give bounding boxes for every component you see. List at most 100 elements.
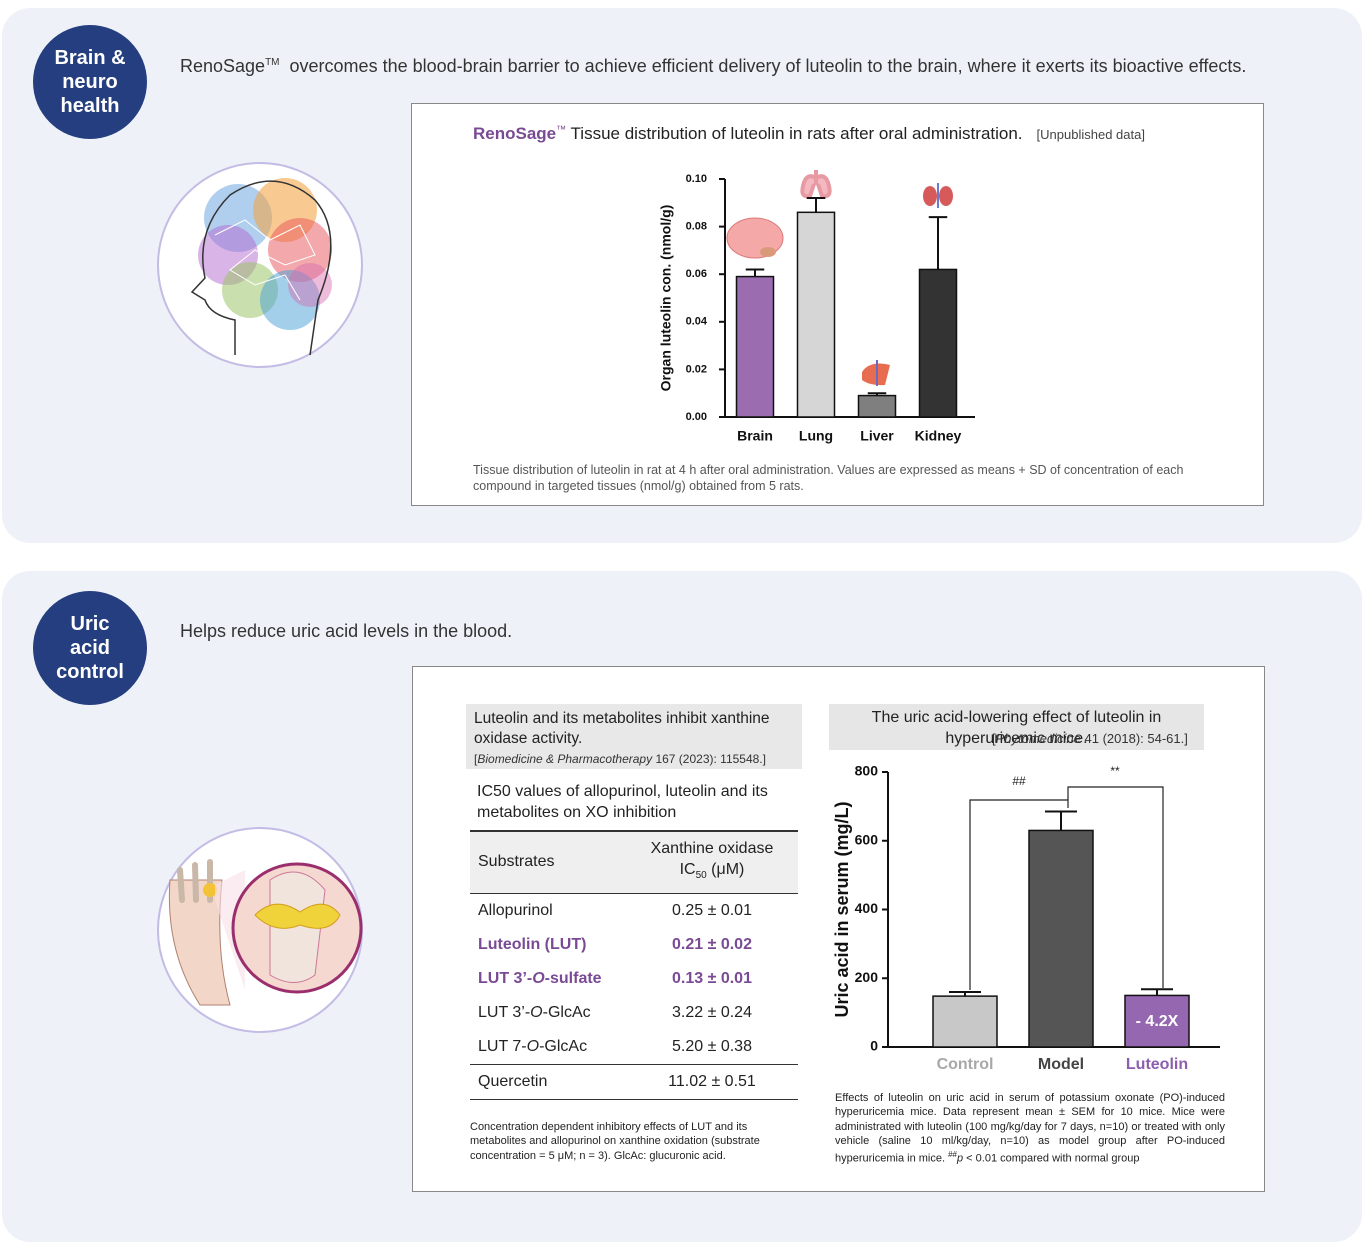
table-row: Quercetin 11.02 ± 0.51: [470, 1064, 798, 1099]
foot-illustration: [157, 827, 363, 1033]
header-part: Xanthine oxidase: [650, 840, 774, 858]
table-row: Luteolin (LUT) 0.21 ± 0.02: [470, 928, 798, 962]
ic50-cell: 3.22 ± 0.24: [672, 1003, 752, 1021]
table-row: LUT 7-O-GlcAc 5.20 ± 0.38: [470, 1030, 798, 1065]
y-tick-label: 800: [855, 763, 879, 779]
caption: Tissue distribution of luteolin in rat a…: [473, 463, 1184, 493]
error-bar: [928, 216, 948, 270]
bracket: [969, 799, 1069, 990]
ic50-cell: 0.25 ± 0.01: [672, 901, 752, 919]
y-tick-label: 600: [855, 831, 879, 847]
substrate-part: -GlcAc: [539, 1037, 588, 1055]
title-text: Tissue distribution of luteolin in rats …: [566, 124, 1023, 143]
badge: Uric acid control: [33, 591, 147, 705]
error-bar: [867, 392, 887, 396]
y-tick-label: 0.04: [686, 316, 708, 328]
table-title: Luteolin and its metabolites inhibit xan…: [474, 710, 770, 747]
citation-journal: Phytomedicine: [995, 731, 1081, 746]
organ-icons: [726, 170, 953, 386]
chart-title: The uric acid-lowering effect of luteoli…: [871, 709, 1162, 747]
substrate-part: Allopurinol: [478, 901, 553, 919]
citation-part: 41 (2018): 54-61.]: [1080, 731, 1188, 746]
chart-title: RenoSage™ Tissue distribution of luteoli…: [473, 124, 1145, 144]
substrate-cell: LUT 7-O-GlcAc: [470, 1030, 626, 1065]
intro-text: Helps reduce uric acid levels in the blo…: [180, 621, 513, 641]
substrate-part: Quercetin: [478, 1072, 548, 1090]
table-row: Allopurinol 0.25 ± 0.01: [470, 893, 798, 928]
ic50-table: Substrates Xanthine oxidase IC50 (μM) Allop…: [470, 830, 798, 1100]
substrate-cell: Luteolin (LUT): [470, 928, 626, 962]
y-tick-label: 0.08: [686, 221, 707, 233]
substrate-part: -sulfate: [544, 969, 602, 987]
tm: TM: [265, 57, 280, 68]
y-axis-label: Uric acid in serum (mg/L): [832, 801, 852, 1017]
x-tick-label: Kidney: [915, 428, 962, 444]
table-row: LUT 3’-O-sulfate 0.13 ± 0.01: [470, 962, 798, 996]
bracket: [1067, 786, 1164, 988]
y-tick-label: 0.10: [686, 173, 707, 185]
badge-line: Uric: [70, 613, 110, 635]
x-tick-label: Luteolin: [1126, 1056, 1188, 1073]
error-bar: [745, 268, 765, 277]
error-bar: [806, 197, 826, 213]
intro: Helps reduce uric acid levels in the blo…: [180, 621, 512, 642]
y-tick-label: 0: [870, 1038, 878, 1054]
badge: Brain & neuro health: [33, 25, 147, 139]
ic50-cell: 0.13 ± 0.01: [672, 969, 752, 987]
x-tick-label: Model: [1038, 1056, 1084, 1073]
caption: Concentration dependent inhibitory effec…: [470, 1121, 760, 1162]
y-tick-label: 200: [855, 969, 879, 985]
substrate-cell: Quercetin: [470, 1064, 626, 1099]
bar: [1124, 994, 1190, 1048]
caption: Effects of luteolin on uric acid in seru…: [835, 1091, 1225, 1166]
caption-sup: ##: [948, 1150, 957, 1160]
x-tick-label: Control: [937, 1056, 994, 1073]
annotation: ##: [1012, 774, 1026, 788]
brain-illustration: [157, 162, 363, 368]
substrate-part: O: [526, 1037, 540, 1055]
header-part: IC: [679, 861, 696, 879]
table-subtitle: IC50 values of allopurinol, luteolin and…: [477, 783, 768, 821]
intro-text: overcomes the blood-brain barrier to ach…: [279, 56, 1247, 76]
badge-line: Brain &: [54, 47, 126, 69]
citation: [Phytomedicine 41 (2018): 54-61.]: [992, 731, 1188, 746]
y-tick-label: 400: [855, 900, 879, 916]
header-part: (μM): [706, 861, 745, 879]
ic50-cell: 0.21 ± 0.02: [672, 935, 752, 953]
chart-box: [411, 103, 1264, 506]
tm: ™: [556, 124, 567, 136]
note: [Unpublished data]: [1036, 127, 1145, 142]
substrate-cell: Allopurinol: [470, 893, 626, 928]
substrate-part: -GlcAc: [542, 1003, 591, 1021]
brand: RenoSage: [473, 124, 557, 143]
caption-text: < 0.01 compared with normal group: [963, 1152, 1140, 1165]
bar: [1028, 829, 1094, 1048]
header-cell: Xanthine oxidase IC50 (μM): [626, 831, 798, 893]
substrate-cell: LUT 3’-O-GlcAc: [470, 996, 626, 1030]
table-row: LUT 3’-O-GlcAc 3.22 ± 0.24: [470, 996, 798, 1030]
citation-part: [: [474, 752, 478, 766]
y-tick-label: 0.06: [686, 268, 707, 280]
y-tick-label: 0.02: [686, 363, 707, 375]
caption-text: Effects of luteolin on uric acid in seru…: [835, 1092, 1225, 1165]
substrate-part: O: [532, 969, 545, 987]
bar: [796, 211, 836, 418]
caption-italic: p: [957, 1152, 964, 1165]
bar: [918, 268, 958, 418]
substrate-part: LUT 3’-: [478, 969, 533, 987]
bar-annotation: - 4.2X: [1136, 1013, 1179, 1030]
substrate-part: Luteolin (LUT): [478, 935, 587, 953]
table-title-box: Luteolin and its metabolites inhibit xan…: [466, 704, 802, 769]
substrate-cell: LUT 3’-O-sulfate: [470, 962, 626, 996]
badge-line: acid: [69, 637, 111, 659]
badge-line: health: [60, 95, 120, 117]
chart-title-box: The uric acid-lowering effect of luteoli…: [829, 704, 1204, 750]
y-axis-label: Organ luteolin con. (nmol/g): [658, 205, 674, 392]
citation: [Biomedicine & Pharmacotherapy 167 (2023…: [474, 749, 798, 769]
brand: RenoSage: [180, 56, 266, 76]
bar: [932, 995, 998, 1048]
bar: [735, 275, 775, 418]
x-tick-label: Brain: [737, 428, 773, 444]
substrate-part: LUT 7-: [478, 1037, 527, 1055]
